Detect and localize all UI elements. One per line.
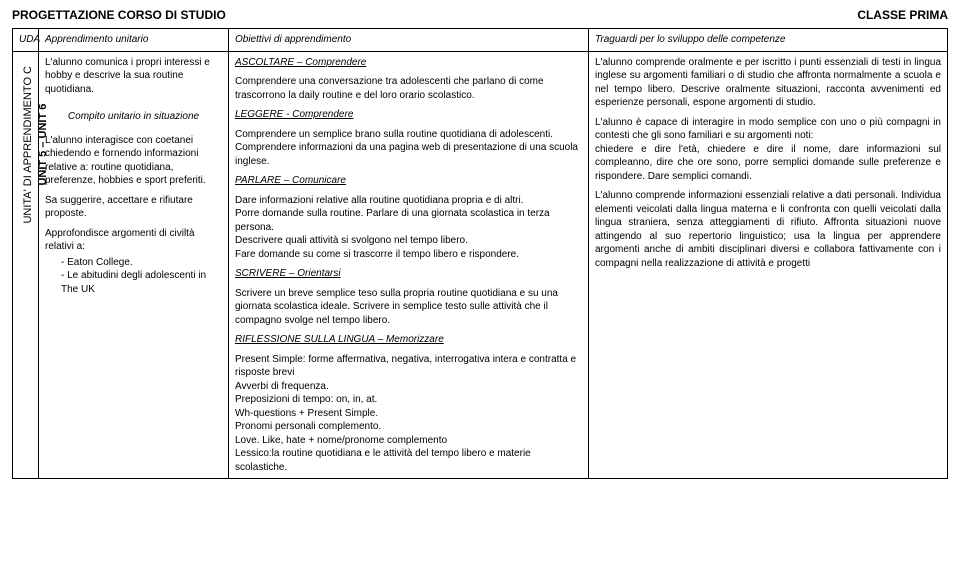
th-apprendimento: Apprendimento unitario (39, 29, 229, 52)
header-right: CLASSE PRIMA (857, 8, 948, 22)
trag-p2: L'alunno è capace di interagire in modo … (595, 116, 941, 143)
rif-p2: Avverbi di frequenza. (235, 380, 582, 394)
parlare-p4: Fare domande su come si trascorre il tem… (235, 248, 582, 262)
th-traguardi: Traguardi per lo sviluppo delle competen… (589, 29, 948, 52)
cell-obiettivi: ASCOLTARE – Comprendere Comprendere una … (229, 51, 589, 479)
trag-p1: L'alunno comprende oralmente e per iscri… (595, 56, 941, 110)
parlare-p3: Descrivere quali attività si svolgono ne… (235, 234, 582, 248)
th-obiettivi: Obiettivi di apprendimento (229, 29, 589, 52)
uda-vertical-label: UNITA' DI APPRENDIMENTO C UNIT 5 – UNIT … (19, 56, 53, 234)
leggere-p2: Comprendere informazioni da una pagina w… (235, 141, 582, 168)
table-row: UNITA' DI APPRENDIMENTO C UNIT 5 – UNIT … (13, 51, 948, 479)
cell-traguardi: L'alunno comprende oralmente e per iscri… (589, 51, 948, 479)
appr-p1: L'alunno comunica i propri interessi e h… (45, 56, 222, 97)
sec-ascoltare: ASCOLTARE – Comprendere (235, 56, 582, 70)
leggere-p1: Comprendere un semplice brano sulla rout… (235, 128, 582, 142)
rif-p7: Lessico:la routine quotidiana e le attiv… (235, 447, 582, 474)
appr-li1: - Eaton College. (45, 256, 222, 270)
header-left: PROGETTAZIONE CORSO DI STUDIO (12, 8, 226, 22)
appr-p4: Approfondisce argomenti di civiltà relat… (45, 227, 222, 254)
rif-p6: Love. Like, hate + nome/pronome compleme… (235, 434, 582, 448)
trag-p4: L'alunno comprende informazioni essenzia… (595, 189, 941, 270)
sec-leggere: LEGGERE - Comprendere (235, 108, 582, 122)
parlare-p1: Dare informazioni relative alla routine … (235, 194, 582, 208)
rif-p4: Wh-questions + Present Simple. (235, 407, 582, 421)
sec-parlare: PARLARE – Comunicare (235, 174, 582, 188)
cell-apprendimento: L'alunno comunica i propri interessi e h… (39, 51, 229, 479)
rif-p3: Preposizioni di tempo: on, in, at. (235, 393, 582, 407)
compito-label: Compito unitario in situazione (45, 110, 222, 124)
page-header: PROGETTAZIONE CORSO DI STUDIO CLASSE PRI… (12, 8, 948, 22)
parlare-p2: Porre domande sulla routine. Parlare di … (235, 207, 582, 234)
uda-line1: UNITA' DI APPRENDIMENTO C (21, 66, 36, 224)
sec-scrivere: SCRIVERE – Orientarsi (235, 267, 582, 281)
trag-p3: chiedere e dire l'età, chiedere e dire i… (595, 143, 941, 184)
scrivere-p1: Scrivere un breve semplice teso sulla pr… (235, 287, 582, 328)
ascoltare-p1: Comprendere una conversazione tra adoles… (235, 75, 582, 102)
appr-li2: - Le abitudini degli adolescenti in The … (45, 269, 222, 296)
th-uda: UDA (13, 29, 39, 52)
rif-p1: Present Simple: forme affermativa, negat… (235, 353, 582, 380)
rif-p5: Pronomi personali complemento. (235, 420, 582, 434)
sec-riflessione: RIFLESSIONE SULLA LINGUA – Memorizzare (235, 333, 582, 347)
appr-p2: L'alunno interagisce con coetanei chiede… (45, 134, 222, 188)
uda-line2: UNIT 5 – UNIT 6 (36, 66, 51, 224)
curriculum-table: UDA Apprendimento unitario Obiettivi di … (12, 28, 948, 479)
cell-uda: UNITA' DI APPRENDIMENTO C UNIT 5 – UNIT … (13, 51, 39, 479)
appr-p3: Sa suggerire, accettare e rifiutare prop… (45, 194, 222, 221)
table-header-row: UDA Apprendimento unitario Obiettivi di … (13, 29, 948, 52)
